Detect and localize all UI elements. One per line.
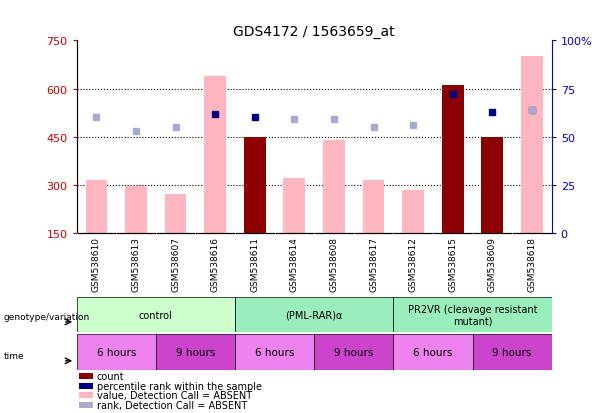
Text: GSM538611: GSM538611 bbox=[250, 236, 259, 291]
Bar bbox=[77, 297, 235, 332]
Bar bbox=[442, 86, 463, 233]
Bar bbox=[402, 190, 424, 233]
Text: GSM538607: GSM538607 bbox=[171, 236, 180, 291]
Bar bbox=[235, 335, 314, 370]
Bar bbox=[86, 180, 107, 233]
Bar bbox=[473, 335, 552, 370]
Bar bbox=[323, 140, 345, 233]
Text: value, Detection Call = ABSENT: value, Detection Call = ABSENT bbox=[97, 391, 252, 401]
Text: genotype/variation: genotype/variation bbox=[4, 312, 90, 321]
Bar bbox=[363, 180, 384, 233]
Text: GSM538613: GSM538613 bbox=[132, 236, 140, 291]
Text: 9 hours: 9 hours bbox=[176, 347, 215, 357]
Bar bbox=[244, 137, 265, 233]
Text: 6 hours: 6 hours bbox=[413, 347, 452, 357]
Bar bbox=[77, 335, 156, 370]
Text: 6 hours: 6 hours bbox=[255, 347, 294, 357]
Bar bbox=[79, 402, 93, 408]
Text: 6 hours: 6 hours bbox=[96, 347, 136, 357]
Bar bbox=[79, 383, 93, 389]
Bar bbox=[394, 335, 473, 370]
Bar bbox=[204, 76, 226, 233]
Text: GSM538616: GSM538616 bbox=[211, 236, 219, 291]
Text: count: count bbox=[97, 371, 124, 381]
Text: 9 hours: 9 hours bbox=[492, 347, 532, 357]
Text: GSM538610: GSM538610 bbox=[92, 236, 101, 291]
Bar bbox=[156, 335, 235, 370]
Bar bbox=[521, 57, 543, 233]
Text: GSM538614: GSM538614 bbox=[290, 236, 299, 291]
Bar bbox=[481, 137, 503, 233]
Text: GSM538617: GSM538617 bbox=[369, 236, 378, 291]
Text: PR2VR (cleavage resistant
mutant): PR2VR (cleavage resistant mutant) bbox=[408, 304, 537, 326]
Bar bbox=[235, 297, 394, 332]
Bar bbox=[283, 179, 305, 233]
Text: GSM538609: GSM538609 bbox=[488, 236, 497, 291]
Text: (PML-RAR)α: (PML-RAR)α bbox=[286, 310, 343, 320]
Text: GSM538615: GSM538615 bbox=[448, 236, 457, 291]
Title: GDS4172 / 1563659_at: GDS4172 / 1563659_at bbox=[234, 25, 395, 39]
Bar bbox=[125, 187, 147, 233]
Text: GSM538612: GSM538612 bbox=[409, 236, 417, 291]
Text: percentile rank within the sample: percentile rank within the sample bbox=[97, 381, 262, 391]
Bar bbox=[79, 392, 93, 399]
Text: 9 hours: 9 hours bbox=[334, 347, 373, 357]
Bar bbox=[79, 373, 93, 379]
Text: control: control bbox=[139, 310, 173, 320]
Bar bbox=[394, 297, 552, 332]
Bar bbox=[314, 335, 394, 370]
Text: time: time bbox=[4, 351, 25, 360]
Text: GSM538618: GSM538618 bbox=[527, 236, 536, 291]
Text: GSM538608: GSM538608 bbox=[329, 236, 338, 291]
Text: rank, Detection Call = ABSENT: rank, Detection Call = ABSENT bbox=[97, 400, 247, 410]
Bar bbox=[165, 195, 186, 233]
